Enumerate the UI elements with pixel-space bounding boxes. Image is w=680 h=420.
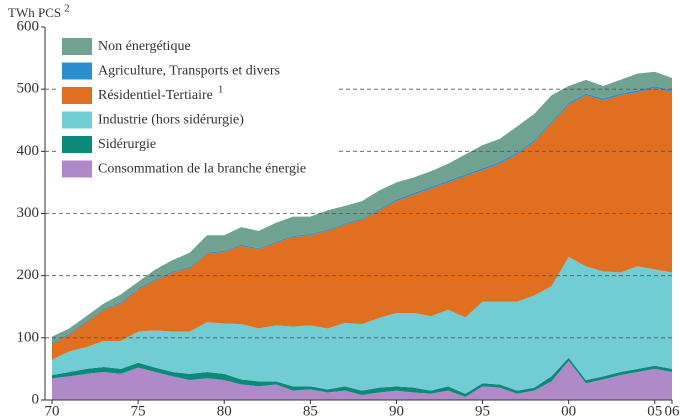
- y-axis-label-note: 2: [64, 3, 70, 15]
- x-tick-label: 85: [303, 403, 318, 419]
- y-tick-label: 200: [17, 267, 40, 283]
- legend-swatch: [62, 38, 92, 55]
- area: [52, 360, 672, 400]
- y-tick-label: 0: [32, 391, 40, 407]
- legend-swatch: [62, 111, 92, 129]
- legend-label: Agriculture, Transports et divers: [98, 64, 280, 79]
- x-tick-label: 90: [389, 403, 404, 419]
- x-tick-label: 00: [561, 403, 576, 419]
- legend-label: Sidérurgie: [98, 137, 156, 152]
- legend-swatch: [62, 136, 92, 153]
- legend-label: Consommation de la branche énergie: [98, 162, 306, 177]
- x-tick-label: 80: [217, 403, 232, 419]
- area: [52, 257, 672, 394]
- area: [52, 71, 672, 343]
- legend-box: [56, 34, 338, 184]
- y-tick-label: 600: [17, 18, 40, 34]
- legend-swatch: [62, 62, 92, 80]
- legend-label: Industrie (hors sidérurgie): [98, 113, 244, 128]
- y-tick-label: 500: [17, 81, 40, 97]
- x-tick-label: 06: [665, 403, 680, 419]
- x-tick-label: 70: [45, 403, 60, 419]
- legend-note: 1: [218, 84, 224, 96]
- y-tick-label: 400: [17, 143, 40, 159]
- x-tick-label: 75: [131, 403, 146, 419]
- x-tick-label: 95: [475, 403, 490, 419]
- legend-label: Résidentiel-Tertiaire: [98, 88, 213, 103]
- y-tick-label: 100: [17, 329, 40, 345]
- legend-label: Non énergétique: [98, 39, 191, 54]
- legend-swatch: [62, 160, 92, 178]
- x-tick-label: 05: [647, 403, 662, 419]
- legend-swatch: [62, 87, 92, 104]
- y-axis-label: TWh PCS: [8, 5, 61, 20]
- area: [52, 87, 672, 360]
- y-tick-label: 300: [17, 205, 40, 221]
